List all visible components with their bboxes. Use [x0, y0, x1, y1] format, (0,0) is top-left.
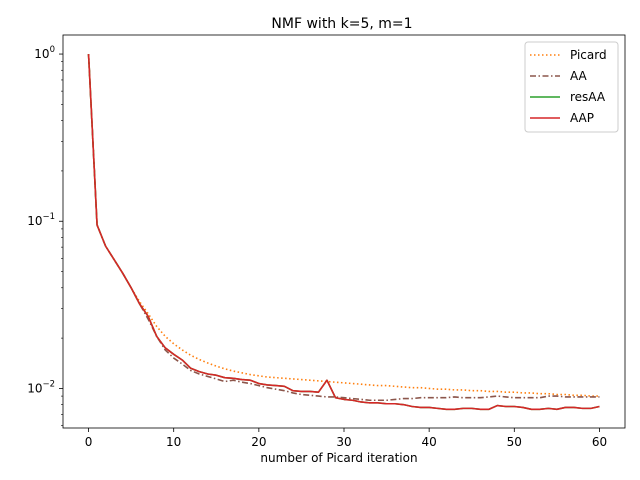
- x-tick-label: 60: [592, 435, 607, 449]
- x-tick-label: 50: [507, 435, 522, 449]
- plot-lines: [87, 54, 600, 411]
- legend: Picard AA resAA AAP: [524, 41, 619, 133]
- y-tick-label: 10−2: [27, 379, 55, 395]
- x-tick-label: 0: [85, 435, 93, 449]
- y-axis-ticks: 10−2 10−1 100: [27, 45, 63, 395]
- series-line-aap: [87, 54, 600, 411]
- series-line-aa: [87, 54, 600, 402]
- x-tick-label: 30: [336, 435, 351, 449]
- plot-frame: [62, 34, 626, 429]
- chart-title: NMF with k=5, m=1: [271, 16, 412, 32]
- x-axis-label: number of Picard iteration: [260, 451, 417, 465]
- x-tick-label: 40: [422, 435, 437, 449]
- legend-label-aap: AAP: [570, 111, 594, 125]
- x-axis-ticks: 0 10 20 30 40 50 60: [85, 428, 607, 449]
- y-tick-label: 100: [34, 45, 55, 61]
- legend-label-resaa: resAA: [570, 90, 606, 104]
- legend-box: [524, 41, 619, 133]
- y-tick-label: 10−1: [27, 212, 55, 228]
- legend-label-aa: AA: [570, 69, 588, 83]
- legend-label-picard: Picard: [570, 48, 607, 62]
- x-tick-label: 10: [166, 435, 181, 449]
- x-tick-label: 20: [251, 435, 266, 449]
